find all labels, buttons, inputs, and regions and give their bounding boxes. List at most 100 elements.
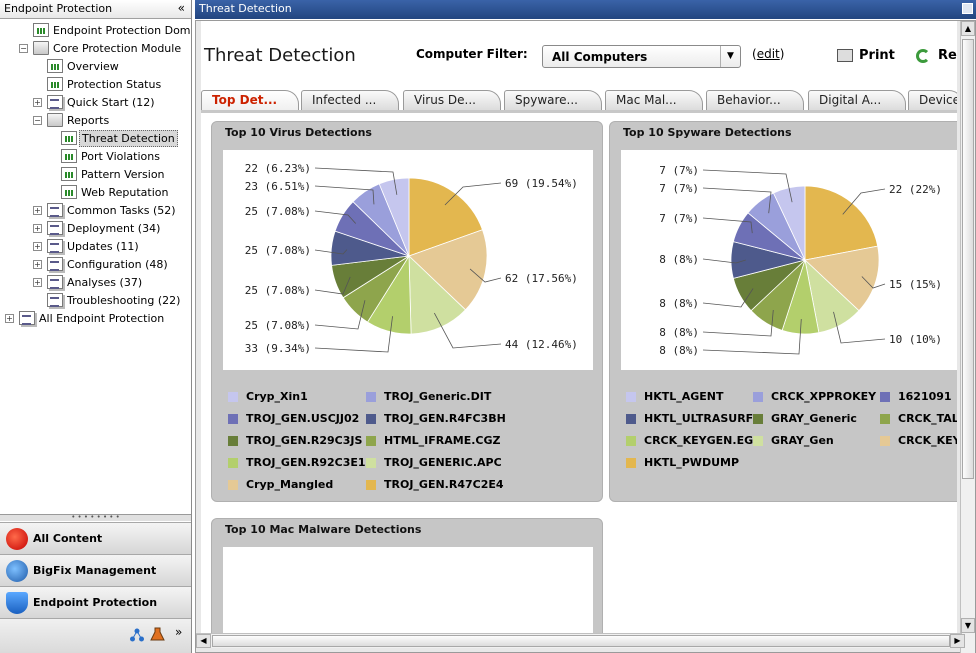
spyware-detections-panel: Top 10 Spyware Detections 22 (22%) 15 (15… — [609, 121, 957, 502]
pie-slice[interactable] — [378, 177, 410, 257]
leader-line — [314, 167, 398, 195]
legend-label: Cryp_Mangled — [246, 478, 334, 491]
horizontal-scroll-thumb[interactable] — [212, 635, 950, 647]
tree-item[interactable]: + Deployment (34) — [0, 220, 191, 237]
tree-item[interactable]: Port Violations — [0, 148, 191, 165]
expand-icon[interactable]: + — [33, 98, 42, 107]
edit-link-text[interactable]: edit — [756, 47, 780, 61]
tree-item[interactable]: Overview — [0, 58, 191, 75]
tree-item[interactable]: + Common Tasks (52) — [0, 202, 191, 219]
tab-1[interactable]: Top Det... — [201, 90, 299, 110]
legend-label: 1621091 — [898, 390, 952, 403]
tree-item-label: Common Tasks (52) — [67, 204, 176, 217]
expand-icon[interactable]: + — [33, 260, 42, 269]
horizontal-scrollbar[interactable]: ◀ ▶ — [196, 633, 965, 648]
chevron-down-icon[interactable]: ▼ — [720, 46, 740, 67]
mac-malware-panel: Top 10 Mac Malware Detections — [211, 518, 603, 633]
pin-icon[interactable] — [962, 3, 973, 14]
pane-splitter[interactable]: • • • • • • • • — [0, 514, 191, 521]
slice-data-label: 25 (7.08%) — [245, 205, 311, 218]
scroll-up-icon[interactable]: ▲ — [961, 21, 975, 36]
legend-label: HKTL_PWDUMP — [644, 456, 740, 469]
leader-line — [314, 185, 375, 205]
tree-item[interactable]: + Analyses (37) — [0, 274, 191, 291]
slice-data-label: 23 (6.51%) — [245, 180, 311, 193]
print-button[interactable]: Print — [837, 48, 895, 63]
legend-label: HKTL_AGENT — [644, 390, 724, 403]
expand-icon[interactable]: + — [33, 206, 42, 215]
tree-item[interactable]: Pattern Version — [0, 166, 191, 183]
tree-item[interactable]: Threat Detection — [0, 130, 191, 147]
pie-slice[interactable] — [804, 245, 880, 312]
collapse-node-icon[interactable]: − — [33, 116, 42, 125]
tree-item[interactable]: + Quick Start (12) — [0, 94, 191, 111]
slice-data-label: 7 (7%) — [659, 212, 699, 225]
scroll-down-icon[interactable]: ▼ — [961, 618, 975, 633]
tree-item[interactable]: Endpoint Protection Domain — [0, 22, 191, 39]
legend-label: TROJ_GEN.USCJJ02 — [246, 412, 360, 425]
leader-line — [314, 316, 393, 353]
legend-swatch — [880, 392, 890, 402]
collapse-icon[interactable]: « — [177, 1, 185, 15]
tree-item[interactable]: Protection Status — [0, 76, 191, 93]
legend-label: TROJ_GEN.R4FC3BH — [384, 412, 506, 425]
leader-line — [702, 319, 802, 355]
computer-filter-select[interactable]: All Computers ▼ — [542, 45, 741, 68]
scroll-left-icon[interactable]: ◀ — [196, 634, 211, 648]
page-title: Threat Detection — [204, 45, 356, 66]
tab-5[interactable]: Mac Mal... — [605, 90, 703, 110]
pie-slice[interactable] — [408, 255, 467, 335]
legend-label: Cryp_Xin1 — [246, 390, 308, 403]
trendmicro-icon — [6, 528, 28, 550]
expand-icon[interactable]: + — [5, 314, 14, 323]
tab-8[interactable]: Device — [908, 90, 957, 110]
report-page: Threat Detection Computer Filter: All Co… — [201, 21, 957, 633]
collapse-node-icon[interactable]: − — [19, 44, 28, 53]
tree-item[interactable]: + All Endpoint Protection — [0, 310, 191, 327]
navigation-tree: Endpoint Protection Domain − Core Protecti… — [0, 20, 191, 514]
refresh-button[interactable]: Refr — [916, 48, 957, 63]
expand-icon[interactable]: + — [33, 278, 42, 287]
legend-swatch — [228, 414, 238, 424]
expand-icon[interactable]: + — [33, 242, 42, 251]
scroll-right-icon[interactable]: ▶ — [950, 634, 965, 648]
tree-item[interactable]: + Updates (11) — [0, 238, 191, 255]
tab-2[interactable]: Infected ... — [301, 90, 399, 110]
slice-data-label: 8 (8%) — [659, 253, 699, 266]
tab-4[interactable]: Spyware... — [504, 90, 602, 110]
flask-icon[interactable] — [150, 627, 165, 642]
edit-filter-link[interactable]: (edit) — [752, 47, 785, 61]
nav-bigfix-management-button[interactable]: BigFix Management — [0, 554, 191, 586]
tree-item[interactable]: Web Reputation — [0, 184, 191, 201]
slice-data-label: 8 (8%) — [659, 344, 699, 357]
report-tabs: Top Det... Infected ... Virus De... Spyware… — [201, 90, 957, 110]
legend-swatch — [626, 392, 636, 402]
panel-title: Top 10 Spyware Detections — [623, 126, 792, 139]
tree-item[interactable]: + Configuration (48) — [0, 256, 191, 273]
vertical-scroll-thumb[interactable] — [962, 39, 974, 479]
tab-7[interactable]: Digital A... — [808, 90, 906, 110]
more-icon[interactable]: » — [175, 625, 183, 639]
tab-6[interactable]: Behavior... — [706, 90, 804, 110]
tree-item[interactable]: Troubleshooting (22) — [0, 292, 191, 309]
nav-endpoint-protection-button[interactable]: Endpoint Protection — [0, 586, 191, 618]
legend-swatch — [228, 458, 238, 468]
leader-line — [444, 182, 502, 206]
stack-icon — [47, 293, 63, 307]
expand-icon[interactable]: + — [33, 224, 42, 233]
network-icon[interactable] — [130, 628, 144, 642]
tree-item[interactable]: − Core Protection Module — [0, 40, 191, 57]
report-pane: Threat Detection Threat Detection Comput… — [195, 0, 976, 653]
vertical-scrollbar[interactable]: ▲ ▼ — [960, 21, 975, 653]
report-title-bar: Threat Detection — [195, 0, 976, 19]
tree-item[interactable]: − Reports — [0, 112, 191, 129]
tree-item-label: Endpoint Protection Domain — [53, 24, 191, 37]
tab-3[interactable]: Virus De... — [403, 90, 501, 110]
nav-all-content-button[interactable]: All Content — [0, 522, 191, 554]
legend-label: CRCK_KEYG — [898, 434, 957, 447]
pie-slice[interactable] — [408, 177, 483, 257]
legend-label: HKTL_ULTRASURF — [644, 412, 754, 425]
virus-detections-panel: Top 10 Virus Detections 69 (19.54%) 62 (1… — [211, 121, 603, 502]
legend-swatch — [228, 436, 238, 446]
pie-slice[interactable] — [408, 229, 488, 311]
